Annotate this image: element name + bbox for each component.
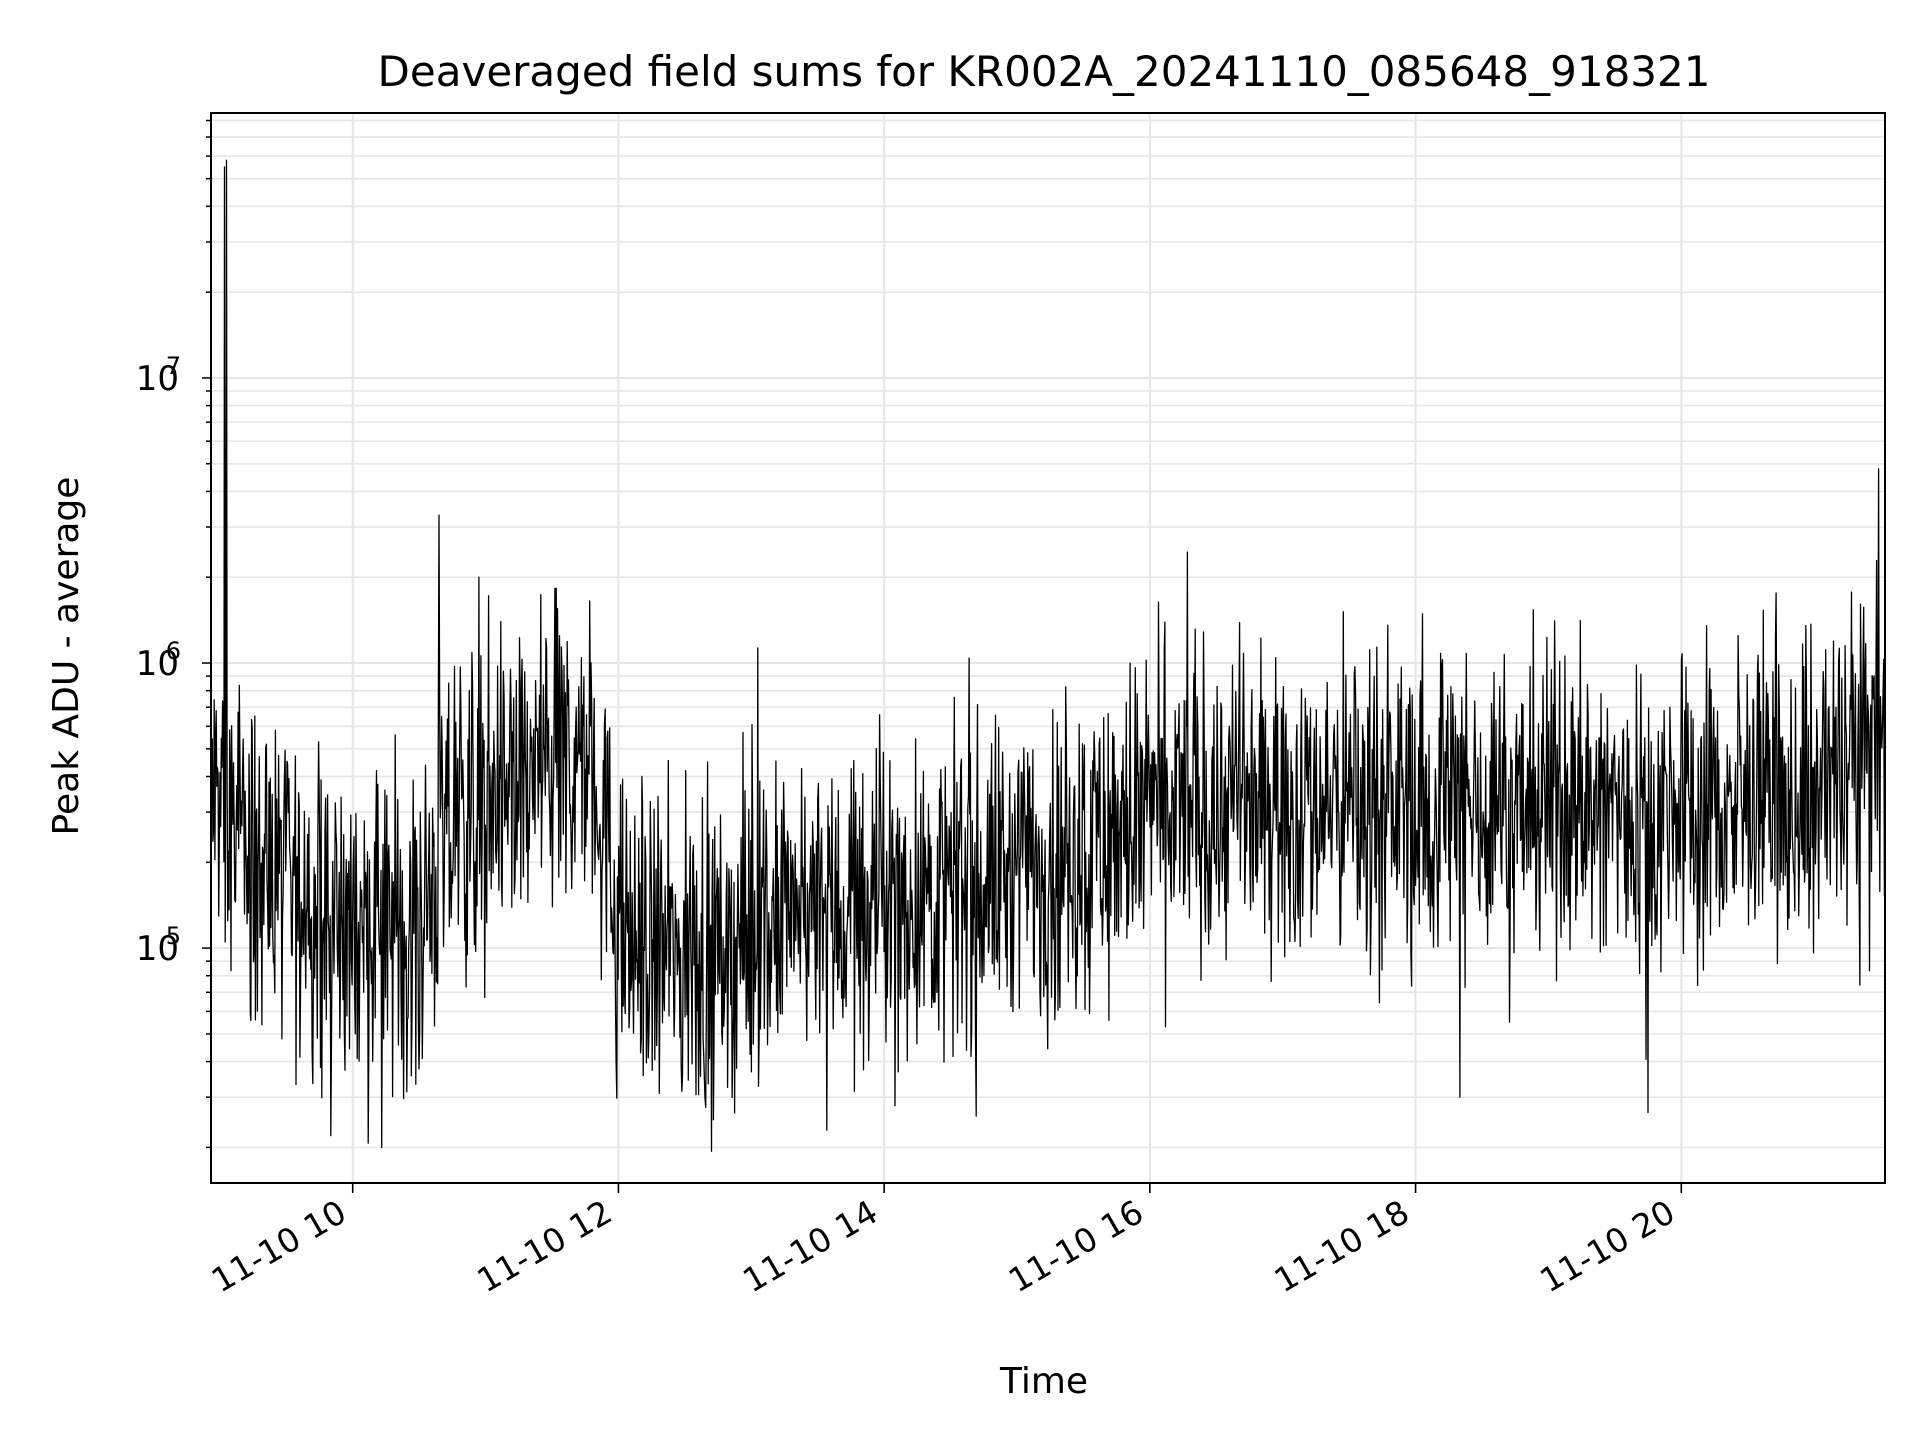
x-axis-label: Time xyxy=(999,1361,1088,1402)
y-tick-exponent: 6 xyxy=(166,637,181,665)
plot-frame xyxy=(210,112,1886,1184)
y-tick-label: 106 xyxy=(136,637,181,684)
axes xyxy=(202,112,1886,1193)
chart-title: Deaveraged field sums for KR002A_2024111… xyxy=(378,47,1711,96)
y-tick-base: 10 xyxy=(136,644,179,684)
y-tick-base: 10 xyxy=(136,929,179,969)
y-tick-exponent: 7 xyxy=(166,352,181,380)
y-tick-exponent: 5 xyxy=(166,922,181,950)
plot-area xyxy=(210,159,1886,1152)
y-tick-base: 10 xyxy=(136,359,179,399)
y-tick-label: 107 xyxy=(136,352,181,399)
series-line xyxy=(210,159,1886,1152)
y-axis-label: Peak ADU - average xyxy=(46,477,87,836)
y-tick-label: 105 xyxy=(136,922,181,969)
